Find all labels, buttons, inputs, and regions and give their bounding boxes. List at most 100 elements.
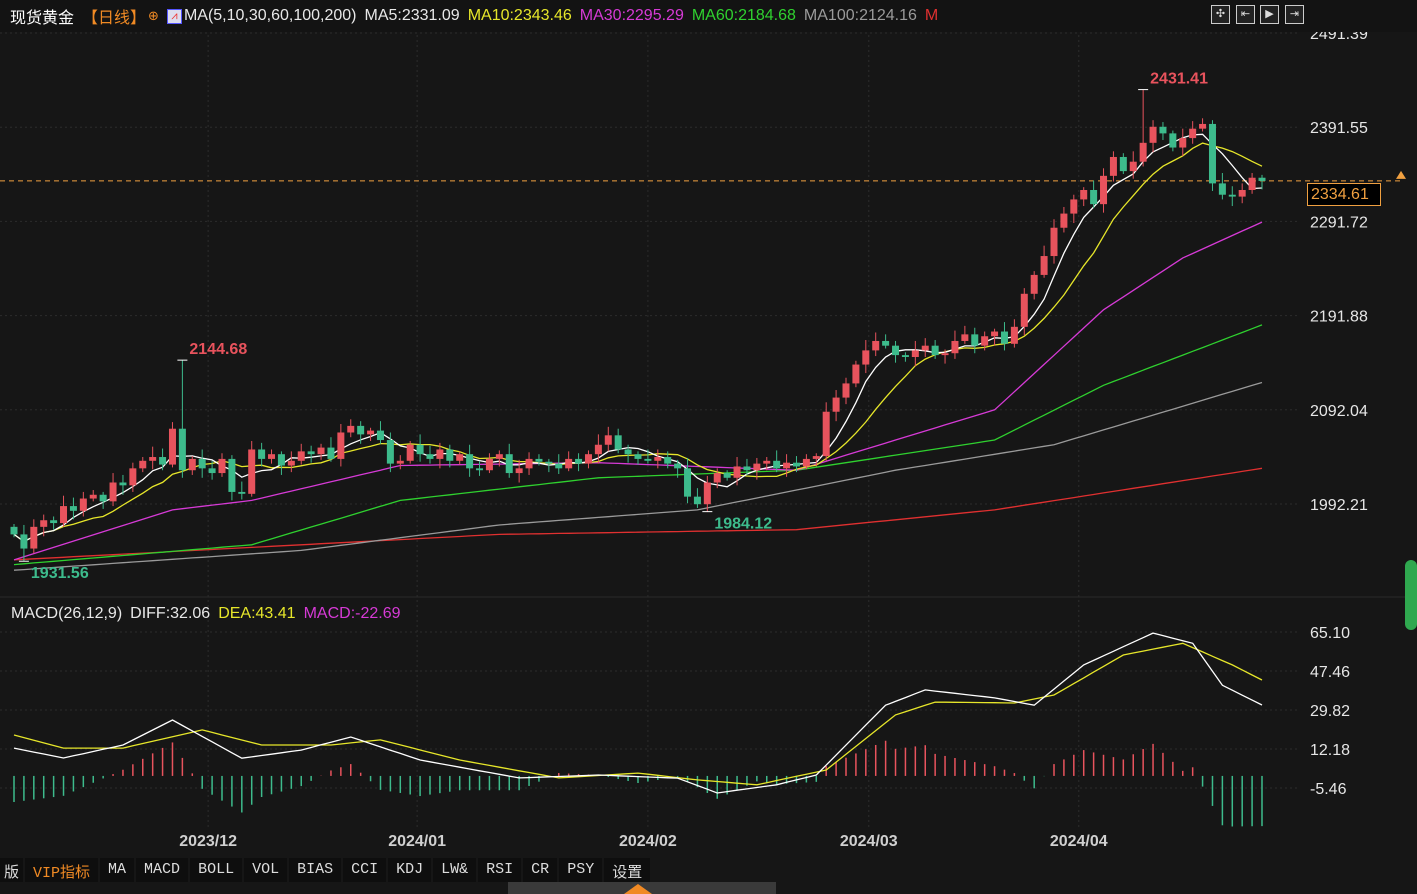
candle-body (79, 498, 87, 511)
candle-body (495, 454, 503, 459)
candle-body (426, 454, 434, 459)
tab-vip[interactable]: VIP指标 (25, 858, 99, 882)
candle-body (951, 340, 959, 354)
macd-y-tick-label: 29.82 (1310, 703, 1350, 720)
candle-body (159, 457, 167, 465)
candle-body (1119, 156, 1127, 172)
tab-vol[interactable]: VOL (244, 858, 288, 882)
high-price-label: 2431.41 (1150, 71, 1208, 88)
candle-body (1080, 189, 1088, 200)
tab-macd[interactable]: MACD (136, 858, 189, 882)
candle-body (238, 491, 246, 494)
candle-body (208, 468, 216, 474)
tab-lw[interactable]: LW& (433, 858, 477, 882)
candle-body (971, 334, 979, 346)
candle-body (981, 336, 989, 346)
exit-icon[interactable]: ⇥ (1285, 5, 1304, 24)
candle-body (357, 425, 365, 435)
candle-body (792, 462, 800, 467)
candle-body (1258, 177, 1266, 181)
candle-body (60, 506, 68, 524)
candle-body (703, 482, 711, 505)
tab-cci[interactable]: CCI (343, 858, 387, 882)
tab-psy[interactable]: PSY (559, 858, 603, 882)
x-tick-label: 2024/03 (840, 833, 898, 850)
play-icon[interactable]: ▶ (1260, 5, 1279, 24)
candle-body (1090, 189, 1098, 205)
candle-body (1159, 126, 1167, 134)
indicator-chart-icon[interactable]: ⩘ (166, 8, 182, 24)
zoom-start-icon[interactable]: ⇤ (1236, 5, 1255, 24)
candle-body (50, 520, 58, 524)
candle-body (1189, 128, 1197, 139)
candle-body (218, 458, 226, 474)
add-indicator-icon[interactable]: ⊕ (148, 8, 159, 23)
macd-value: MACD:-22.69 (303, 605, 401, 622)
candle-body (406, 444, 414, 461)
candle-body (624, 449, 632, 455)
candle-body (376, 430, 384, 441)
last-price-label: 2334.61 (1307, 183, 1381, 206)
ma-line-ma30 (13, 221, 1263, 561)
candle-body (456, 454, 464, 461)
x-tick-label: 2024/04 (1050, 833, 1108, 850)
tab-kdj[interactable]: KDJ (388, 858, 432, 882)
tab-ma[interactable]: MA (100, 858, 135, 882)
candle-body (109, 482, 117, 502)
y-tick-label: 1992.21 (1310, 497, 1368, 514)
candle-body (575, 458, 583, 464)
candle-body (436, 449, 444, 459)
ma5-value: MA5:2331.09 (364, 7, 460, 24)
candle-body (872, 340, 880, 351)
candle-body (674, 463, 682, 469)
candle-body (327, 447, 335, 459)
candle-body (40, 520, 48, 527)
candle-body (287, 460, 295, 466)
tab-settings[interactable]: 设置 (604, 858, 651, 882)
tab-rsi[interactable]: RSI (478, 858, 522, 882)
candle-body (961, 334, 969, 341)
candle-body (763, 460, 771, 464)
candle-body (862, 350, 870, 365)
macd-header: MACD(26,12,9) DIFF:32.06 DEA:43.41 MACD:-22… (11, 605, 409, 623)
candle-body (1109, 156, 1117, 176)
tab-boll[interactable]: BOLL (190, 858, 243, 882)
candle-body (515, 468, 523, 474)
candle-body (386, 440, 394, 464)
candle-body (30, 526, 38, 549)
candle-body (842, 383, 850, 398)
candle-body (99, 494, 107, 502)
candle-body (367, 430, 375, 435)
candle-body (1208, 123, 1216, 184)
candle-body (20, 534, 28, 549)
crosshair-icon[interactable]: ✣ (1211, 5, 1230, 24)
candle-body (119, 482, 127, 486)
candle-body (1149, 126, 1157, 143)
scroll-indicator-icon[interactable] (624, 884, 652, 894)
candle-body (565, 458, 573, 469)
candle-body (277, 454, 285, 466)
ma-params[interactable]: MA(5,10,30,60,100,200) (183, 7, 357, 24)
candle-body (1139, 142, 1147, 162)
candle-body (713, 473, 721, 483)
tab-bias[interactable]: BIAS (289, 858, 342, 882)
macd-params[interactable]: MACD(26,12,9) (11, 605, 123, 622)
tab-partial[interactable]: 版 (0, 858, 24, 882)
candle-body (535, 458, 543, 462)
candle-body (10, 526, 18, 535)
candle-body (822, 411, 830, 457)
candle-body (1070, 199, 1078, 214)
candle-body (188, 458, 196, 471)
candle-body (1199, 123, 1207, 129)
candle-body (268, 454, 276, 459)
tab-cr[interactable]: CR (523, 858, 558, 882)
candle-body (654, 457, 662, 461)
candle-body (664, 457, 672, 464)
candle-body (584, 454, 592, 464)
candle-body (168, 428, 176, 465)
diff-line (13, 632, 1263, 794)
candle-body (832, 397, 840, 412)
period-selector[interactable]: 【日线】 (82, 10, 147, 27)
candle-body (1010, 326, 1018, 344)
